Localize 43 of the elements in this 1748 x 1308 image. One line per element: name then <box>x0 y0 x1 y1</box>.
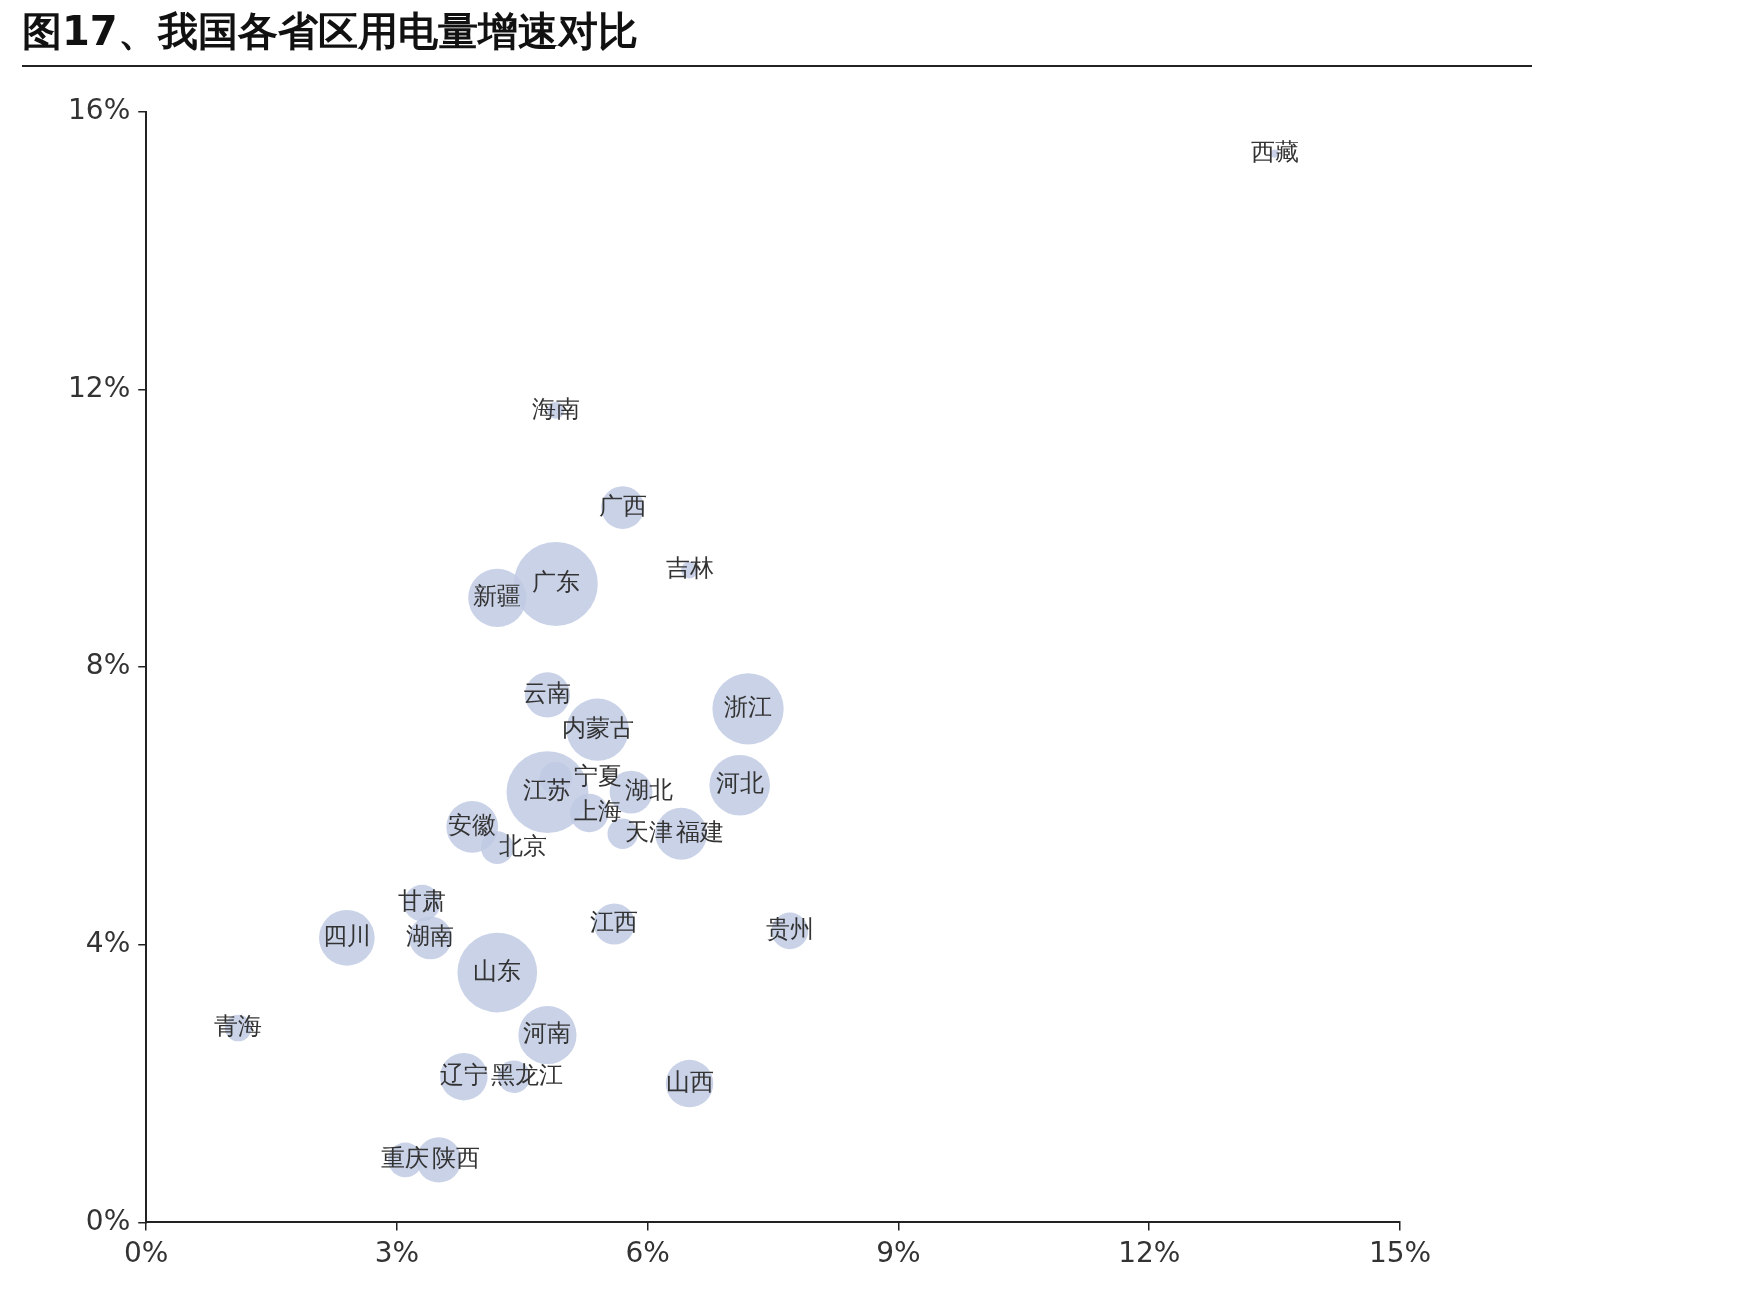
y-tick-label: 16% <box>68 93 131 127</box>
annotation: 宁夏 <box>574 762 623 791</box>
annotation: 山东 <box>473 956 522 985</box>
annotation: 辽宁 <box>439 1060 488 1089</box>
annotation: 福建 <box>676 817 725 846</box>
x-tick-label: 9% <box>876 1236 921 1270</box>
annotation: 贵州 <box>765 915 814 944</box>
x-tick-label: 6% <box>625 1236 670 1270</box>
y-tick-label: 12% <box>68 370 131 404</box>
x-tick-label: 12% <box>1118 1236 1181 1270</box>
annotation: 河南 <box>523 1019 572 1048</box>
x-tick-label: 15% <box>1368 1236 1432 1270</box>
annotation: 吉林 <box>665 554 714 583</box>
x-tick-label: 3% <box>374 1236 420 1270</box>
annotation: 内蒙古 <box>561 713 634 742</box>
annotation: 江苏 <box>523 776 572 805</box>
annotation: 西藏 <box>1250 137 1299 166</box>
annotation: 天津 <box>625 817 674 846</box>
annotation: 湖南 <box>406 922 455 951</box>
annotation: 上海 <box>574 797 623 826</box>
annotation: 浙江 <box>724 693 773 722</box>
annotation: 陕西 <box>432 1144 481 1173</box>
annotation: 广东 <box>531 568 580 597</box>
annotation: 青海 <box>214 1012 263 1041</box>
chart-title: 图17、我国各省区用电量增速对比 <box>22 4 1532 67</box>
annotation: 四川 <box>322 922 371 951</box>
annotation: 江西 <box>590 908 639 937</box>
annotation: 新疆 <box>473 582 522 611</box>
y-tick-label: 0% <box>85 1203 131 1237</box>
annotation: 重庆 <box>381 1144 430 1173</box>
annotation: 北京 <box>499 831 548 860</box>
annotation: 黑龙江 <box>490 1060 563 1089</box>
annotation: 山西 <box>665 1067 714 1096</box>
annotation: 云南 <box>523 679 572 708</box>
x-tick-label: 0% <box>124 1236 169 1270</box>
annotation: 河北 <box>715 769 764 798</box>
y-tick-label: 4% <box>85 926 131 960</box>
annotation: 海南 <box>531 394 580 423</box>
annotation: 广西 <box>598 491 647 520</box>
annotation: 甘肃 <box>398 887 447 916</box>
y-tick-label: 8% <box>85 648 131 682</box>
annotation: 湖北 <box>625 776 674 805</box>
annotation: 安徽 <box>448 811 497 840</box>
